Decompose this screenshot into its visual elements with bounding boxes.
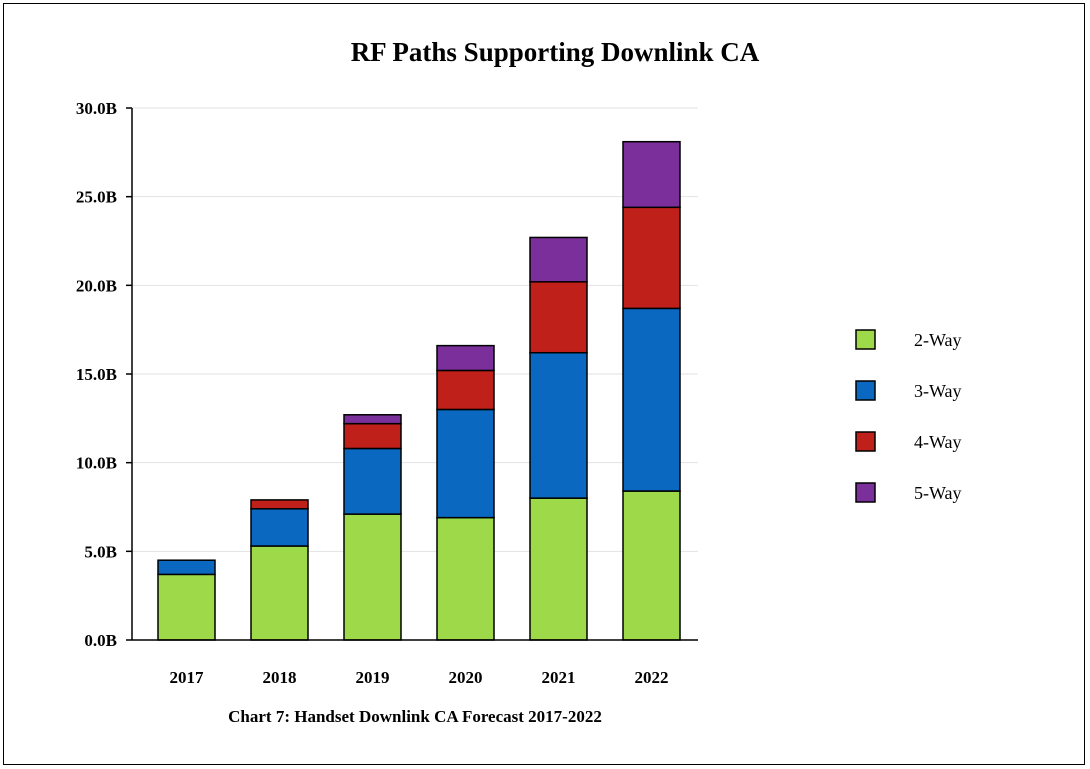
bar-segment-4-way-2018: [250, 499, 309, 510]
y-tick-label: 5.0B: [84, 542, 117, 561]
bar-segment-3-way-2018: [250, 508, 309, 547]
x-tick-label: 2021: [542, 668, 576, 687]
legend-swatch: [855, 380, 876, 401]
y-tick-label: 25.0B: [76, 188, 117, 207]
chart-title: RF Paths Supporting Downlink CA: [351, 37, 760, 67]
x-axis-label: Chart 7: Handset Downlink CA Forecast 20…: [228, 707, 602, 726]
bar-segment-5-way-2022: [622, 140, 681, 209]
bar-segment-4-way-2022: [622, 206, 681, 310]
bar-segment-4-way-2019: [343, 422, 402, 450]
legend-label: 2-Way: [914, 330, 962, 350]
bar-segment-5-way-2019: [343, 414, 402, 425]
y-tick-label: 0.0B: [84, 631, 117, 650]
x-tick-label: 2018: [263, 668, 297, 687]
y-tick-labels: 0.0B 5.0B 10.0B 15.0B 20.0B 25.0B 30.0B: [76, 99, 117, 650]
bar-segment-5-way-2020: [436, 344, 495, 372]
x-tick-labels: 2017 2018 2019 2020 2021 2022: [170, 668, 669, 687]
legend-swatch: [855, 329, 876, 350]
legend: 2-Way 3-Way 4-Way 5-Way: [855, 329, 962, 503]
bar-segment-3-way-2017: [157, 559, 216, 576]
legend-label: 3-Way: [914, 381, 962, 401]
bar-segment-4-way-2021: [529, 281, 588, 354]
bars: [157, 140, 681, 641]
gridlines: [126, 107, 698, 641]
y-tick-label: 30.0B: [76, 99, 117, 118]
bar-segment-5-way-2021: [529, 236, 588, 283]
x-tick-label: 2017: [170, 668, 205, 687]
bar-segment-3-way-2022: [622, 307, 681, 492]
legend-swatch: [855, 431, 876, 452]
bar-segment-3-way-2019: [343, 447, 402, 515]
bar-segment-2-way-2019: [343, 513, 402, 641]
x-tick-label: 2022: [635, 668, 669, 687]
bar-segment-2-way-2017: [157, 573, 216, 641]
bar-segment-2-way-2021: [529, 497, 588, 641]
legend-label: 4-Way: [914, 432, 962, 452]
y-tick-label: 15.0B: [76, 365, 117, 384]
bar-segment-3-way-2020: [436, 408, 495, 519]
legend-label: 5-Way: [914, 483, 962, 503]
bar-segment-2-way-2020: [436, 516, 495, 641]
bar-segment-3-way-2021: [529, 351, 588, 499]
bar-segment-4-way-2020: [436, 369, 495, 411]
y-tick-label: 10.0B: [76, 454, 117, 473]
x-tick-label: 2019: [356, 668, 390, 687]
y-tick-label: 20.0B: [76, 276, 117, 295]
legend-swatch: [855, 482, 876, 503]
bar-segment-2-way-2022: [622, 490, 681, 641]
x-tick-label: 2020: [449, 668, 483, 687]
bar-segment-2-way-2018: [250, 545, 309, 641]
axes: [131, 108, 698, 641]
